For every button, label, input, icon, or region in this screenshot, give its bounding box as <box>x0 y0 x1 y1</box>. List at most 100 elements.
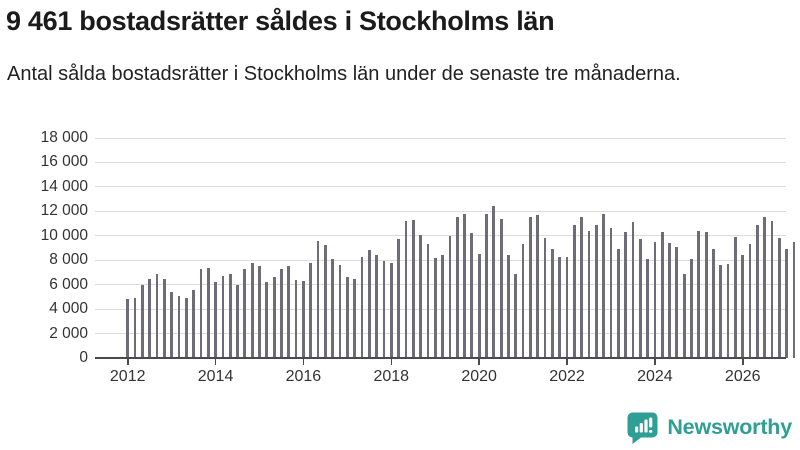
bar <box>741 255 745 358</box>
bar <box>382 261 386 358</box>
bar <box>404 221 408 358</box>
bar <box>646 259 649 358</box>
gridline <box>95 333 786 335</box>
bar <box>719 265 723 358</box>
chart-subtitle: Antal sålda bostadsrätter i Stockholms l… <box>7 63 681 85</box>
bar <box>433 257 437 358</box>
bar <box>631 222 635 358</box>
bar <box>177 296 181 358</box>
bar <box>485 213 488 358</box>
bar <box>397 239 400 358</box>
bar <box>455 217 459 358</box>
y-tick-label: 16 000 <box>40 153 88 171</box>
x-tick-label: 2024 <box>637 368 673 385</box>
x-tick-label: 2018 <box>373 368 410 385</box>
gridline <box>95 284 786 286</box>
x-axis-tick <box>302 359 305 366</box>
bar <box>565 256 569 358</box>
bar <box>324 244 327 358</box>
bar <box>507 255 510 358</box>
bar <box>192 289 195 358</box>
bar <box>492 206 496 358</box>
y-tick-label: 2 000 <box>49 324 88 342</box>
bar <box>126 299 130 358</box>
bar <box>609 228 613 358</box>
bar <box>199 269 203 358</box>
bar <box>346 277 349 358</box>
bar <box>543 238 547 358</box>
bar <box>272 276 276 358</box>
y-tick-label: 8 000 <box>49 251 88 269</box>
bar <box>155 273 159 358</box>
bar <box>214 281 217 358</box>
bar <box>302 281 305 358</box>
page-title: 9 461 bostadsrätter såldes i Stockholms … <box>6 6 555 36</box>
bar <box>660 232 664 358</box>
bar <box>668 243 671 358</box>
bar <box>360 256 364 358</box>
bar-chart: 0 2 000 4 000 6 000 8 000 10 000 12 000 14 000 1… <box>40 129 800 385</box>
bar <box>770 221 774 358</box>
bar <box>792 241 796 358</box>
gridline <box>95 235 786 237</box>
bar <box>411 219 415 358</box>
gridline <box>95 259 786 261</box>
bar <box>375 254 379 358</box>
gridline <box>95 308 786 310</box>
bar <box>316 240 320 358</box>
bar <box>287 265 291 358</box>
gridline <box>95 161 786 163</box>
x-axis-tick <box>390 359 393 366</box>
x-tick-label: 2022 <box>549 368 585 385</box>
bar <box>521 244 525 358</box>
bar <box>697 230 701 358</box>
bar <box>690 259 693 358</box>
bar <box>162 278 166 358</box>
bar <box>228 273 232 358</box>
y-tick-label: 18 000 <box>40 129 88 146</box>
bar <box>448 235 452 358</box>
bar <box>367 250 371 358</box>
bar <box>514 273 518 358</box>
x-tick-label: 2020 <box>461 368 497 385</box>
bar <box>294 279 298 358</box>
gridline <box>95 186 786 188</box>
bar <box>133 297 137 358</box>
bar <box>419 234 422 358</box>
bar <box>353 279 357 358</box>
bar <box>682 273 686 358</box>
bar <box>785 249 789 358</box>
bar <box>441 255 444 358</box>
gridline <box>95 137 786 139</box>
gridline <box>95 210 786 212</box>
y-tick-label: 12 000 <box>40 202 88 220</box>
x-axis-tick <box>741 359 744 366</box>
y-tick-label: 0 <box>79 349 88 366</box>
bar <box>148 278 152 358</box>
bar <box>653 241 657 358</box>
bar <box>265 282 269 358</box>
x-axis-tick <box>478 359 480 366</box>
bar <box>170 292 174 358</box>
bar <box>756 224 759 358</box>
bar <box>477 254 481 358</box>
bar <box>777 238 781 358</box>
bar <box>587 230 591 358</box>
x-axis-tick <box>126 359 129 366</box>
bar <box>243 268 247 358</box>
bar <box>206 267 210 358</box>
x-tick-label: 2012 <box>109 368 146 385</box>
x-tick-label: 2014 <box>197 368 234 385</box>
bar <box>499 218 503 358</box>
bar <box>389 262 393 358</box>
bar <box>616 249 620 358</box>
y-tick-label: 14 000 <box>40 177 88 195</box>
bar <box>594 224 598 358</box>
bar <box>726 263 730 358</box>
bar <box>184 298 188 358</box>
y-tick-label: 10 000 <box>40 226 88 244</box>
bar <box>338 265 342 358</box>
bar <box>675 247 679 358</box>
bar <box>529 217 532 358</box>
x-tick-label: 2026 <box>724 368 761 385</box>
